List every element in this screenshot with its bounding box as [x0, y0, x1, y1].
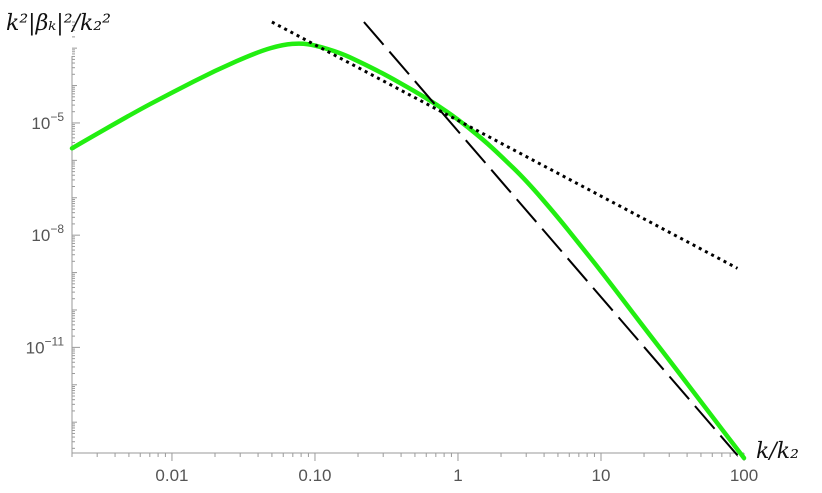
y-tick-label: 10−8: [31, 222, 64, 245]
x-tick-label: 0.10: [298, 466, 331, 485]
series-layer: [69, 20, 747, 461]
x-tick-label: 0.01: [155, 466, 188, 485]
y-tick-label: 10−5: [31, 110, 64, 133]
axes: [71, 56, 744, 454]
x-tick-label: 10: [592, 466, 611, 485]
y-tick-label: 10−11: [26, 334, 65, 357]
x-tick-label: 100: [730, 466, 758, 485]
series-line-dotted: [271, 20, 739, 270]
x-ticks: 0.01 0.10 1 10 100: [71, 453, 758, 485]
series-line-solid: [69, 41, 747, 461]
y-axis-label-text: k²|βₖ|²/k₂²: [6, 11, 111, 36]
x-axis-label-text: k/k₂: [756, 439, 799, 464]
y-axis-label: k²|βₖ|²/k₂²: [6, 11, 111, 36]
x-tick-label: 1: [453, 466, 462, 485]
x-axis-label: k/k₂: [756, 439, 799, 464]
series-line-dashed: [363, 21, 739, 456]
